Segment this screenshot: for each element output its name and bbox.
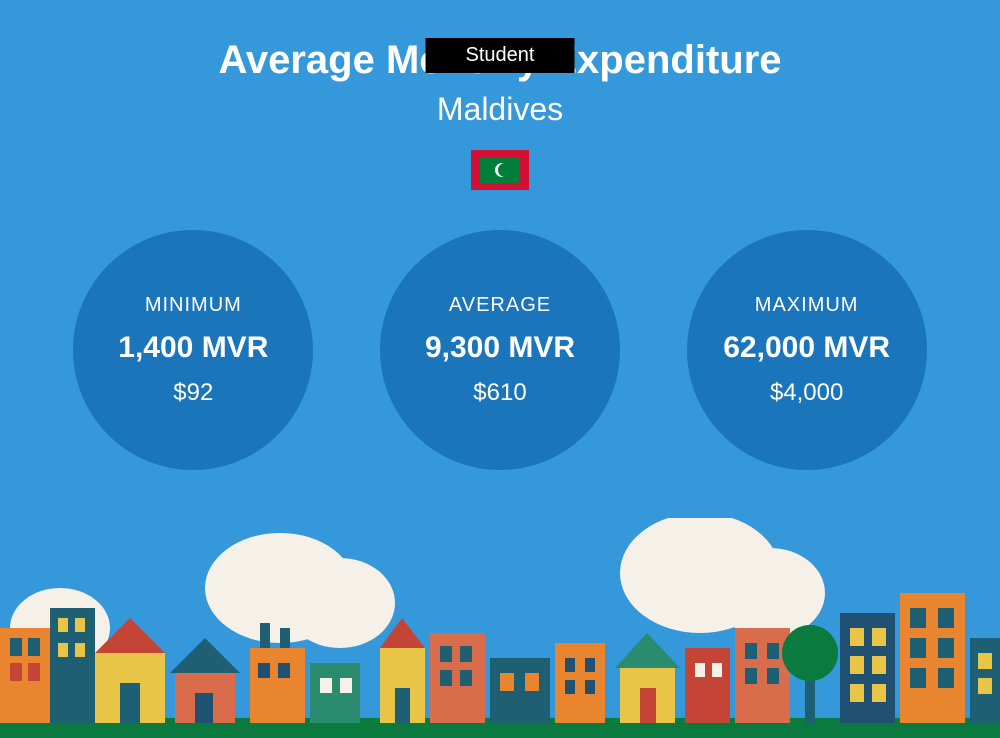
stat-sub-value: $92 — [173, 379, 213, 407]
stat-label: MINIMUM — [145, 294, 242, 317]
flag-crescent-icon — [495, 163, 509, 177]
page-subtitle: Maldives — [0, 91, 1000, 128]
country-flag — [471, 150, 529, 190]
stat-circle-maximum: MAXIMUM 62,000 MVR $4,000 — [687, 230, 927, 470]
stat-label: AVERAGE — [449, 294, 551, 317]
cityscape-illustration — [0, 518, 1000, 738]
stat-label: MAXIMUM — [755, 294, 859, 317]
stat-circle-average: AVERAGE 9,300 MVR $610 — [380, 230, 620, 470]
flag-inner-rect — [480, 157, 520, 183]
stat-sub-value: $4,000 — [770, 379, 843, 407]
stat-main-value: 9,300 MVR — [425, 331, 575, 365]
stat-main-value: 1,400 MVR — [118, 331, 268, 365]
stat-sub-value: $610 — [473, 379, 526, 407]
stat-circles-row: MINIMUM 1,400 MVR $92 AVERAGE 9,300 MVR … — [0, 230, 1000, 470]
stat-main-value: 62,000 MVR — [723, 331, 890, 365]
stat-circle-minimum: MINIMUM 1,400 MVR $92 — [73, 230, 313, 470]
category-badge: Student — [426, 38, 575, 73]
